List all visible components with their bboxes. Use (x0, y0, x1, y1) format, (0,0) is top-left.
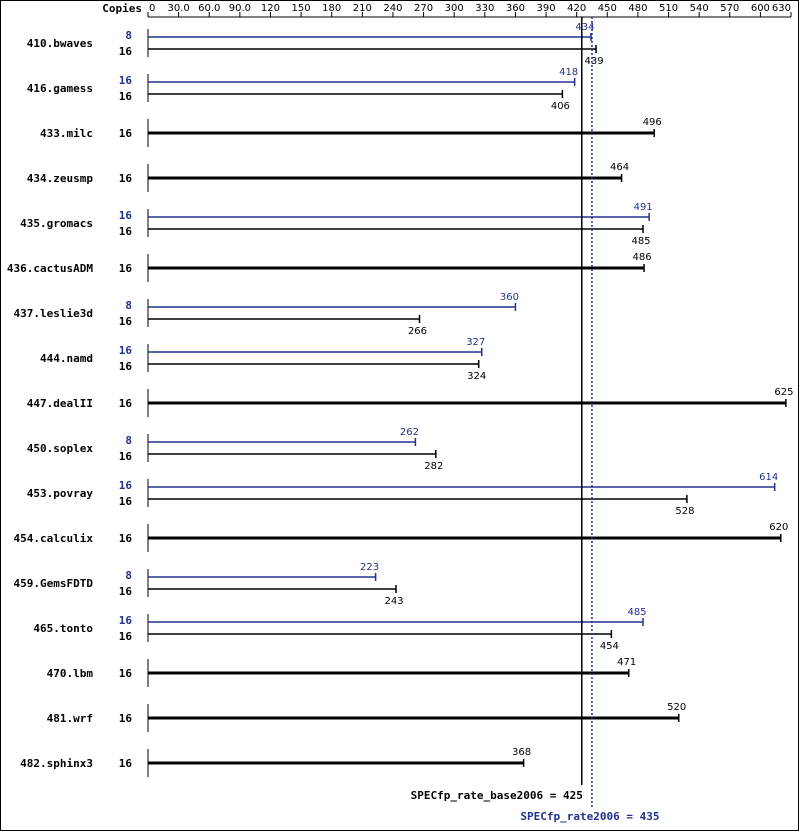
copies-label: 16 (119, 90, 133, 103)
value-label: 282 (424, 461, 443, 472)
category-label: 453.povray (27, 487, 94, 500)
x-tick-label: 420 (567, 3, 586, 14)
copies-label: 16 (119, 172, 133, 185)
copies-label: 16 (119, 532, 133, 545)
x-tick-label: 360 (506, 3, 525, 14)
category-label: 436.cactusADM (7, 262, 93, 275)
copies-label: 8 (125, 299, 132, 312)
x-tick-label: 60.0 (198, 3, 220, 14)
copies-label: 8 (125, 434, 132, 447)
mean-label: SPECfp_rate_base2006 = 425 (411, 789, 583, 802)
mean-label: SPECfp_rate2006 = 435 (520, 810, 659, 823)
category-label: 435.gromacs (20, 217, 93, 230)
copies-label: 16 (119, 45, 133, 58)
value-label: 439 (585, 56, 604, 67)
copies-header: Copies (102, 2, 142, 15)
copies-label: 16 (119, 262, 133, 275)
copies-label: 8 (125, 569, 132, 582)
copies-label: 16 (119, 450, 133, 463)
category-label: 433.milc (40, 127, 93, 140)
copies-label: 8 (125, 29, 132, 42)
value-label: 418 (559, 67, 578, 78)
value-label: 464 (610, 162, 629, 173)
copies-label: 16 (119, 712, 133, 725)
x-tick-label: 300 (445, 3, 464, 14)
value-label: 327 (466, 337, 485, 348)
value-label: 243 (384, 596, 403, 607)
x-tick-label: 150 (292, 3, 311, 14)
x-tick-label: 120 (261, 3, 280, 14)
copies-label: 16 (119, 630, 133, 643)
copies-label: 16 (119, 209, 133, 222)
value-label: 486 (632, 252, 651, 263)
value-label: 485 (631, 236, 650, 247)
value-label: 454 (600, 641, 619, 652)
value-label: 324 (467, 371, 486, 382)
x-tick-label: 540 (690, 3, 709, 14)
x-tick-label: 390 (537, 3, 556, 14)
category-label: 437.leslie3d (14, 307, 93, 320)
copies-label: 16 (119, 667, 133, 680)
category-label: 470.lbm (47, 667, 94, 680)
x-tick-label: 480 (628, 3, 647, 14)
x-tick-label: 0 (149, 3, 155, 14)
x-tick-label: 570 (720, 3, 739, 14)
category-label: 482.sphinx3 (20, 757, 93, 770)
x-tick-label: 330 (475, 3, 494, 14)
value-label: 496 (643, 117, 662, 128)
category-label: 434.zeusmp (27, 172, 94, 185)
category-label: 416.gamess (27, 82, 93, 95)
category-label: 410.bwaves (27, 37, 93, 50)
value-label: 223 (360, 562, 379, 573)
x-tick-label: 450 (598, 3, 617, 14)
category-label: 481.wrf (47, 712, 93, 725)
value-label: 266 (408, 326, 427, 337)
x-tick-label: 30.0 (167, 3, 189, 14)
copies-label: 16 (119, 397, 133, 410)
copies-label: 16 (119, 127, 133, 140)
value-label: 434 (575, 22, 594, 33)
x-tick-label: 510 (659, 3, 678, 14)
category-label: 454.calculix (14, 532, 94, 545)
category-label: 444.namd (40, 352, 93, 365)
x-tick-label: 240 (383, 3, 402, 14)
category-label: 459.GemsFDTD (14, 577, 94, 590)
copies-label: 16 (119, 495, 133, 508)
value-label: 491 (634, 202, 653, 213)
value-label: 625 (774, 387, 793, 398)
copies-label: 16 (119, 585, 133, 598)
copies-label: 16 (119, 360, 133, 373)
copies-label: 16 (119, 315, 133, 328)
value-label: 620 (769, 522, 788, 533)
x-tick-label: 630 (772, 3, 791, 14)
value-label: 471 (617, 657, 636, 668)
value-label: 520 (667, 702, 686, 713)
x-tick-label: 180 (322, 3, 341, 14)
value-label: 262 (400, 427, 419, 438)
category-label: 447.dealII (27, 397, 93, 410)
x-tick-label: 90.0 (229, 3, 251, 14)
copies-label: 16 (119, 225, 133, 238)
x-tick-label: 270 (414, 3, 433, 14)
copies-label: 16 (119, 479, 133, 492)
copies-label: 16 (119, 74, 133, 87)
copies-label: 16 (119, 344, 133, 357)
category-label: 450.soplex (27, 442, 94, 455)
x-tick-label: 600 (751, 3, 770, 14)
value-label: 528 (675, 506, 694, 517)
value-label: 360 (500, 292, 519, 303)
x-tick-label: 210 (353, 3, 372, 14)
value-label: 406 (551, 101, 570, 112)
copies-label: 16 (119, 614, 133, 627)
copies-label: 16 (119, 757, 133, 770)
value-label: 485 (627, 607, 646, 618)
value-label: 368 (512, 747, 531, 758)
category-label: 465.tonto (33, 622, 93, 635)
value-label: 614 (759, 472, 778, 483)
